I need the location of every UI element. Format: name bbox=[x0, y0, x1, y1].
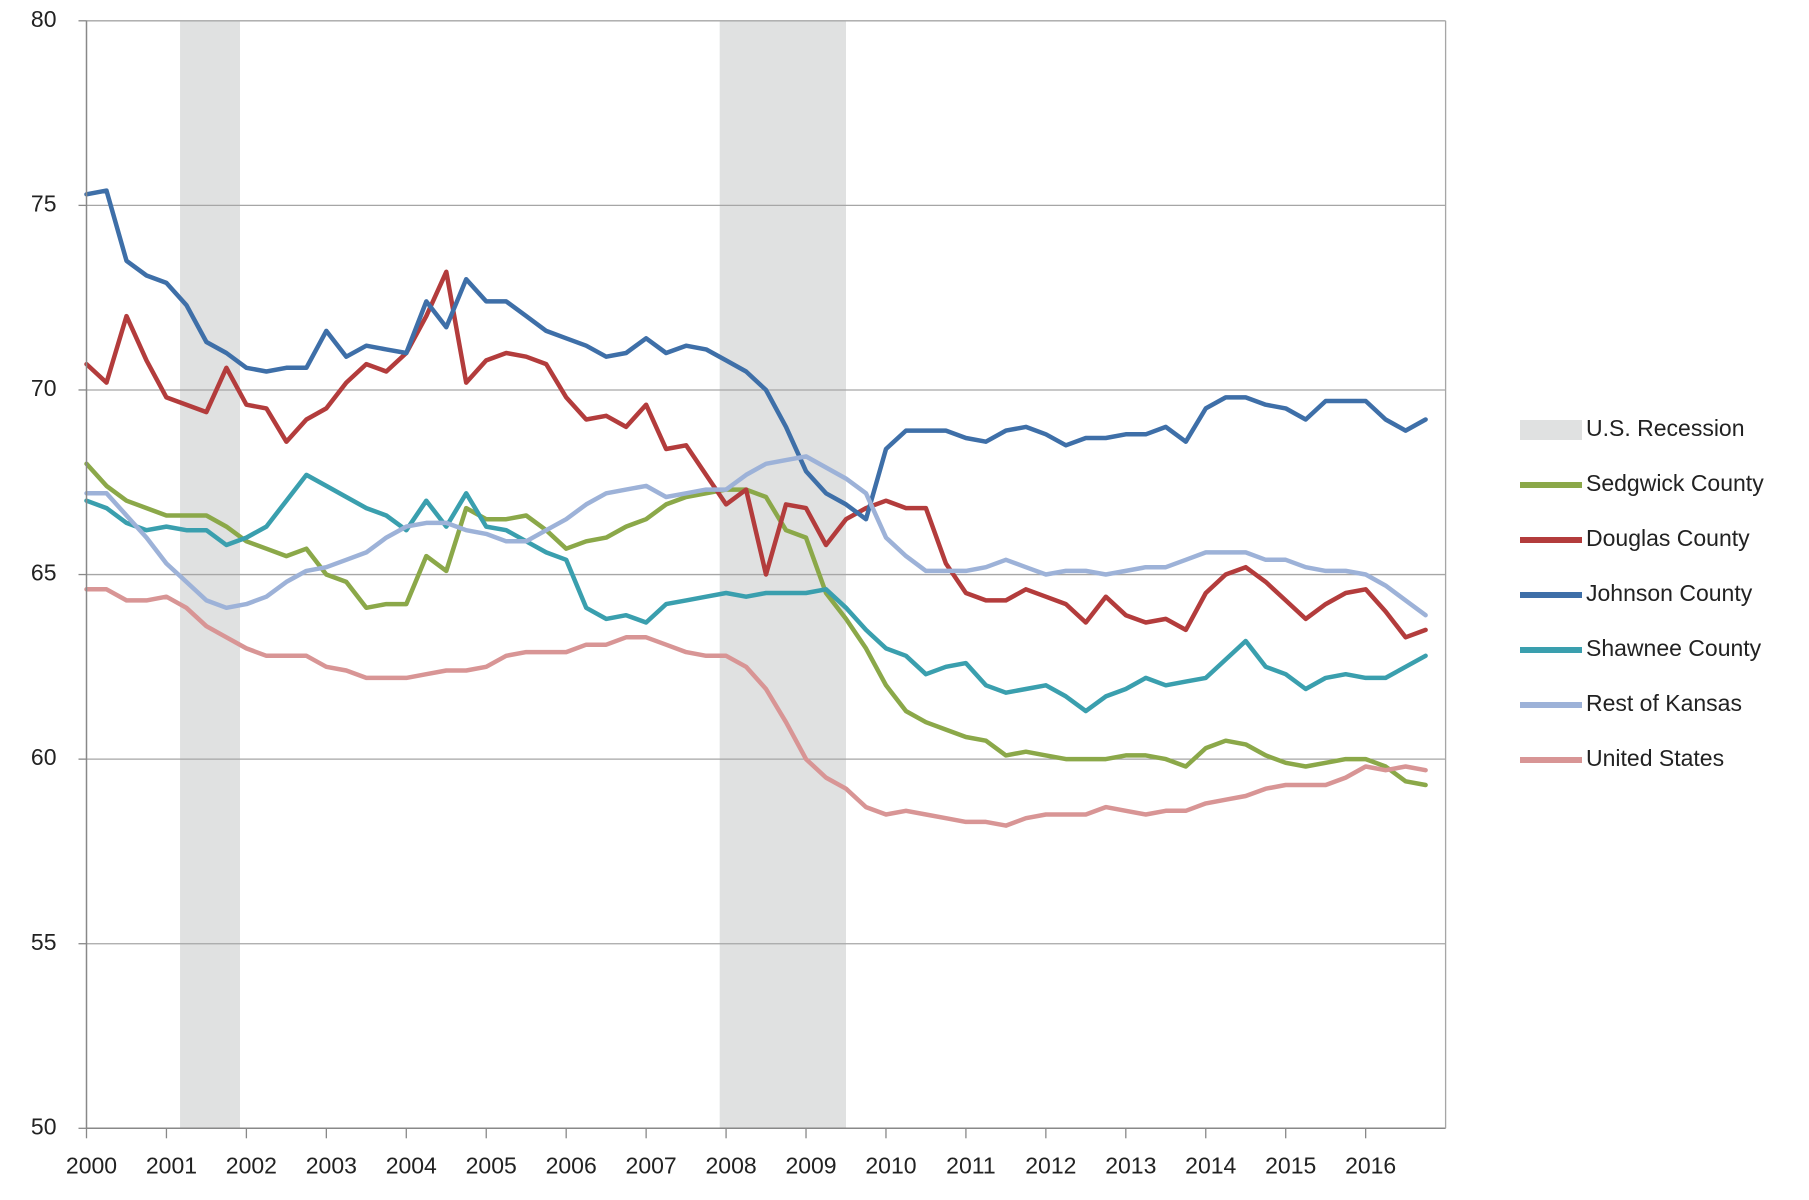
legend-label: Shawnee County bbox=[1586, 635, 1762, 661]
series-line bbox=[84, 454, 1428, 618]
series-line bbox=[84, 587, 1428, 828]
x-tick-label: 2016 bbox=[1345, 1152, 1396, 1178]
x-tick-label: 2013 bbox=[1105, 1152, 1156, 1178]
y-tick-label: 75 bbox=[31, 190, 57, 216]
legend-label: United States bbox=[1586, 745, 1724, 771]
x-tick-label: 2012 bbox=[1025, 1152, 1076, 1178]
x-tick-label: 2014 bbox=[1185, 1152, 1236, 1178]
lines bbox=[84, 188, 1428, 828]
axes: 50 55 60 65 70 75 80 2000 2001 2002 2003 2004 2005 20… bbox=[31, 6, 1447, 1178]
legend-label: U.S. Recession bbox=[1586, 415, 1745, 441]
y-tick-label: 55 bbox=[31, 929, 57, 955]
y-tick-label: 60 bbox=[31, 744, 57, 770]
x-tick-label: 2003 bbox=[306, 1152, 357, 1178]
x-tick-label: 2001 bbox=[146, 1152, 197, 1178]
y-tick-label: 80 bbox=[31, 6, 57, 32]
x-tick-label: 2015 bbox=[1265, 1152, 1316, 1178]
series-line bbox=[84, 188, 1428, 522]
legend-label: Johnson County bbox=[1586, 580, 1753, 606]
y-tick-label: 50 bbox=[31, 1113, 57, 1139]
x-tick-label: 2002 bbox=[226, 1152, 277, 1178]
y-tick-label: 65 bbox=[31, 560, 57, 586]
x-tick-label: 2006 bbox=[546, 1152, 597, 1178]
x-tick-label: 2000 bbox=[66, 1152, 117, 1178]
legend-label: Rest of Kansas bbox=[1586, 690, 1742, 716]
legend-swatch-recession bbox=[1520, 420, 1582, 440]
series-line bbox=[84, 472, 1428, 714]
y-tick-label: 70 bbox=[31, 375, 57, 401]
x-tick-label: 2009 bbox=[785, 1152, 836, 1178]
x-tick-label: 2004 bbox=[386, 1152, 437, 1178]
series-line bbox=[84, 461, 1428, 788]
legend-label: Douglas County bbox=[1586, 525, 1750, 551]
x-tick-label: 2010 bbox=[865, 1152, 916, 1178]
legend: U.S. Recession Sedgwick County Douglas Cou… bbox=[1520, 415, 1764, 771]
legend-label: Sedgwick County bbox=[1586, 470, 1764, 496]
x-tick-label: 2011 bbox=[946, 1152, 995, 1178]
x-tick-label: 2005 bbox=[466, 1152, 517, 1178]
x-tick-label: 2008 bbox=[705, 1152, 756, 1178]
series-line bbox=[84, 269, 1428, 640]
x-tick-label: 2007 bbox=[626, 1152, 677, 1178]
